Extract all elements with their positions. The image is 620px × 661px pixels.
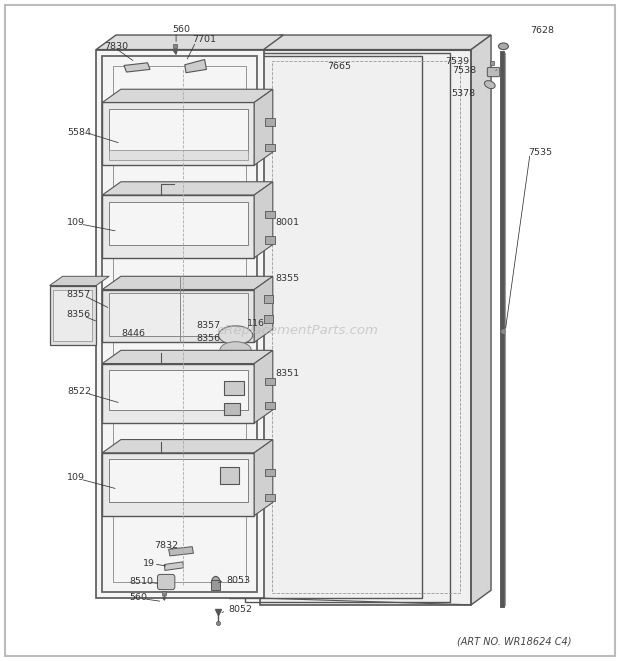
Polygon shape — [254, 350, 273, 423]
Text: 8356: 8356 — [196, 334, 220, 343]
Bar — [53, 290, 92, 341]
Polygon shape — [260, 35, 491, 50]
Bar — [265, 494, 275, 501]
Text: 8355: 8355 — [275, 274, 299, 284]
Bar — [108, 370, 248, 410]
Polygon shape — [471, 35, 491, 605]
Bar — [102, 453, 254, 516]
Ellipse shape — [484, 81, 495, 89]
Bar — [113, 66, 246, 582]
Text: 116: 116 — [247, 319, 265, 329]
Bar — [272, 61, 460, 593]
Bar — [245, 53, 450, 602]
Polygon shape — [102, 89, 273, 102]
Text: 8446: 8446 — [122, 329, 146, 338]
Text: eReplacementParts.com: eReplacementParts.com — [216, 324, 379, 337]
Text: 7830: 7830 — [104, 42, 128, 51]
Bar — [102, 364, 254, 423]
Ellipse shape — [220, 342, 251, 358]
Text: 7665: 7665 — [327, 61, 352, 71]
Polygon shape — [102, 350, 273, 364]
Polygon shape — [102, 182, 273, 195]
Bar — [264, 295, 273, 303]
Bar — [224, 381, 244, 395]
FancyBboxPatch shape — [487, 67, 500, 77]
Bar — [265, 378, 275, 385]
Ellipse shape — [218, 326, 253, 344]
Bar — [50, 286, 96, 345]
Text: 8510: 8510 — [129, 577, 153, 586]
Text: 8052: 8052 — [228, 605, 252, 614]
Text: 7538: 7538 — [453, 66, 477, 75]
Text: 19: 19 — [143, 559, 154, 568]
Bar — [108, 202, 248, 245]
FancyBboxPatch shape — [157, 574, 175, 590]
Text: 7535: 7535 — [528, 147, 552, 157]
Polygon shape — [102, 440, 273, 453]
Bar — [265, 118, 275, 126]
Bar — [108, 459, 248, 502]
Bar — [102, 290, 254, 342]
Text: 7701: 7701 — [192, 35, 216, 44]
Polygon shape — [254, 182, 273, 258]
Bar — [265, 211, 275, 218]
Text: 560: 560 — [129, 593, 147, 602]
Text: 109: 109 — [67, 473, 85, 483]
Bar — [102, 195, 254, 258]
Text: 5378: 5378 — [451, 89, 476, 98]
Polygon shape — [102, 276, 273, 290]
Bar — [229, 56, 422, 598]
Bar — [265, 469, 275, 476]
Bar — [260, 50, 471, 605]
Polygon shape — [254, 89, 273, 165]
Bar — [108, 150, 248, 160]
Ellipse shape — [498, 43, 508, 50]
Text: 8522: 8522 — [67, 387, 91, 397]
Text: 8001: 8001 — [275, 218, 299, 227]
Polygon shape — [50, 276, 109, 286]
Polygon shape — [254, 276, 273, 342]
Bar — [265, 236, 275, 244]
Text: 8351: 8351 — [275, 369, 299, 378]
Text: 5584: 5584 — [67, 128, 91, 137]
Ellipse shape — [211, 576, 220, 590]
Polygon shape — [169, 547, 193, 556]
Text: 7628: 7628 — [530, 26, 554, 35]
Text: (ART NO. WR18624 C4): (ART NO. WR18624 C4) — [458, 636, 572, 646]
Text: 7832: 7832 — [154, 541, 178, 550]
Bar — [224, 403, 240, 415]
Bar — [211, 580, 220, 590]
Text: 7539: 7539 — [445, 57, 469, 66]
Polygon shape — [254, 440, 273, 516]
Bar — [108, 293, 248, 336]
Bar — [102, 56, 257, 592]
Polygon shape — [96, 35, 283, 50]
Text: 8357: 8357 — [196, 321, 220, 330]
Bar — [108, 109, 248, 152]
Bar — [96, 50, 264, 598]
Polygon shape — [124, 63, 150, 72]
Bar — [220, 467, 239, 484]
Text: 8053: 8053 — [226, 576, 250, 585]
Bar — [265, 143, 275, 151]
Text: 8357: 8357 — [66, 290, 91, 299]
Bar — [102, 102, 254, 165]
Bar — [264, 315, 273, 323]
Text: 8356: 8356 — [66, 310, 91, 319]
Text: 560: 560 — [172, 24, 190, 34]
Text: 109: 109 — [67, 218, 85, 227]
Bar — [265, 402, 275, 409]
Polygon shape — [164, 562, 184, 570]
Polygon shape — [185, 59, 206, 73]
